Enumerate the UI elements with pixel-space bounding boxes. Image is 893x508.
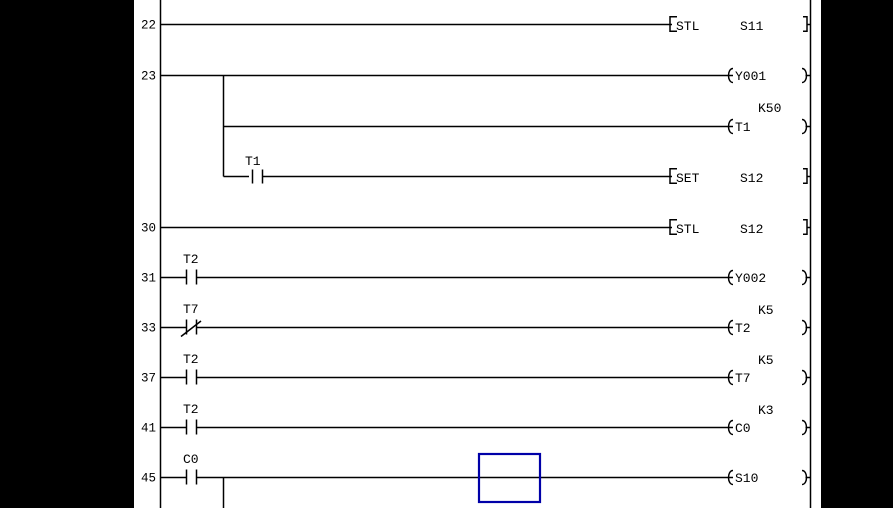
svg-text:33: 33 [141, 322, 156, 336]
svg-text:S10: S10 [735, 471, 758, 486]
svg-text:T7: T7 [735, 371, 751, 386]
svg-text:23: 23 [141, 70, 156, 84]
svg-text:C0: C0 [735, 421, 751, 436]
svg-text:K5: K5 [758, 353, 774, 368]
svg-text:K5: K5 [758, 303, 774, 318]
svg-text:41: 41 [141, 422, 156, 436]
svg-text:S12: S12 [740, 171, 763, 186]
svg-text:37: 37 [141, 372, 156, 386]
svg-text:22: 22 [141, 19, 156, 33]
svg-text:T2: T2 [183, 402, 199, 417]
svg-text:T2: T2 [735, 321, 751, 336]
svg-text:30: 30 [141, 222, 156, 236]
svg-text:S11: S11 [740, 19, 764, 34]
svg-text:K3: K3 [758, 403, 774, 418]
svg-text:T2: T2 [183, 252, 199, 267]
svg-text:C0: C0 [183, 452, 199, 467]
svg-text:T7: T7 [183, 302, 199, 317]
svg-text:SET: SET [676, 171, 700, 186]
svg-text:STL: STL [676, 19, 699, 34]
svg-text:K50: K50 [758, 101, 781, 116]
svg-text:Y002: Y002 [735, 271, 766, 286]
svg-text:31: 31 [141, 272, 156, 286]
svg-text:STL: STL [676, 222, 699, 237]
svg-text:T1: T1 [245, 154, 261, 169]
svg-text:45: 45 [141, 472, 156, 486]
svg-text:Y001: Y001 [735, 69, 766, 84]
svg-text:T1: T1 [735, 120, 751, 135]
svg-text:S12: S12 [740, 222, 763, 237]
svg-text:T2: T2 [183, 352, 199, 367]
